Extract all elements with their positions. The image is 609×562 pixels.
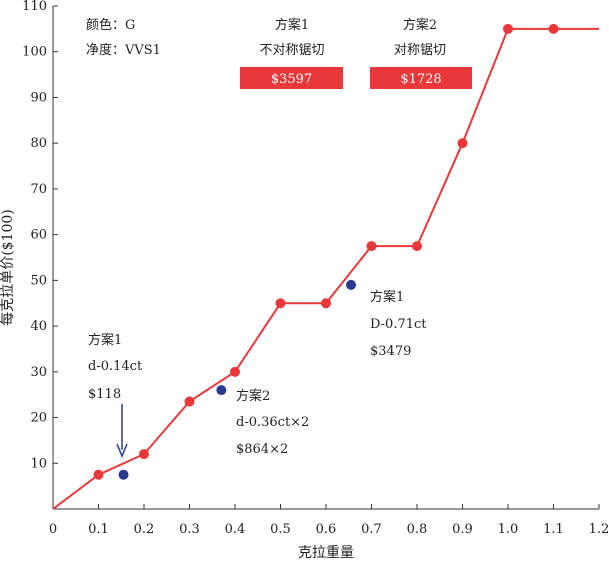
data-point — [230, 366, 240, 377]
x-tick-label: 0.8 — [407, 522, 428, 537]
annotation3-line3: $3479 — [370, 344, 411, 359]
data-point — [321, 298, 331, 309]
plan2-price: $1728 — [400, 72, 441, 87]
y-tick-label: 30 — [30, 365, 47, 380]
highlight-point — [118, 469, 129, 480]
x-tick-label: 0.1 — [88, 522, 109, 537]
plan1-price: $3597 — [271, 72, 312, 87]
highlight-points — [118, 279, 357, 480]
annotation2-line1: 方案2 — [236, 388, 270, 404]
x-tick-label: 1.2 — [589, 522, 609, 537]
data-point — [548, 23, 559, 34]
data-point — [275, 298, 286, 309]
x-tick-label: 0 — [49, 522, 57, 537]
plan1-subtitle: 不对称锯切 — [259, 43, 324, 58]
x-tick-label: 0.4 — [225, 522, 246, 537]
annotation1-line3: $118 — [88, 387, 121, 402]
series-markers — [93, 23, 559, 480]
plan1-title: 方案1 — [275, 17, 309, 33]
plot-area — [52, 23, 599, 510]
highlight-point — [216, 385, 227, 396]
y-tick-label: 10 — [30, 456, 47, 471]
y-axis-title: 每克拉单价($100) — [0, 209, 16, 326]
x-tick-label: 1.0 — [498, 522, 519, 537]
y-tick-label: 40 — [30, 319, 47, 334]
x-tick-label: 0.3 — [179, 522, 200, 537]
x-tick-label: 0.5 — [270, 522, 291, 537]
y-tick-label: 90 — [30, 90, 47, 105]
annotation3-line1: 方案1 — [370, 289, 404, 305]
y-tick-label: 20 — [30, 411, 47, 426]
y-tick-label: 70 — [30, 182, 47, 197]
x-tick-label: 0.6 — [316, 522, 337, 537]
plan2-subtitle: 对称锯切 — [394, 43, 446, 58]
x-tick-labels: 0 0.1 0.2 0.3 0.4 0.5 0.6 0.7 0.8 0.9 1.0 1.1 1.2 — [49, 522, 609, 537]
info-clarity: 净度：VVS1 — [86, 42, 161, 58]
info-color: 颜色：G — [86, 17, 135, 33]
data-point — [93, 469, 104, 480]
highlight-point — [346, 279, 357, 290]
y-tick-labels: 10 20 30 40 50 60 70 80 90 100 110 — [22, 0, 47, 471]
x-tick-label: 0.7 — [361, 522, 382, 537]
x-tick-label: 0.2 — [134, 522, 155, 537]
x-axis-title: 克拉重量 — [298, 545, 354, 561]
annotation2-line2: d-0.36ct×2 — [236, 415, 309, 430]
data-point — [412, 241, 422, 252]
y-tick-label: 100 — [22, 45, 47, 60]
data-point — [184, 396, 195, 407]
annotation1-line1: 方案1 — [88, 332, 122, 348]
plan2-title: 方案2 — [403, 17, 437, 33]
plan2-price-badge — [370, 67, 472, 89]
data-point — [457, 138, 468, 149]
y-tick-label: 80 — [30, 136, 47, 151]
annotation2-line3: $864×2 — [236, 442, 288, 457]
data-point — [366, 241, 377, 252]
x-tick-label: 0.9 — [452, 522, 473, 537]
y-tick-label: 50 — [30, 273, 47, 288]
annotation3-line2: D-0.71ct — [370, 317, 427, 332]
y-tick-label: 110 — [22, 0, 47, 14]
plan1-price-badge — [240, 67, 343, 89]
y-tick-label: 60 — [30, 228, 47, 243]
annotation1-line2: d-0.14ct — [88, 359, 143, 374]
x-tick-label: 1.1 — [543, 522, 564, 537]
series-line — [52, 27, 599, 510]
data-point — [139, 449, 149, 460]
chart-axes — [52, 5, 600, 510]
data-point — [503, 23, 513, 34]
annotation1-arrow — [116, 404, 128, 458]
